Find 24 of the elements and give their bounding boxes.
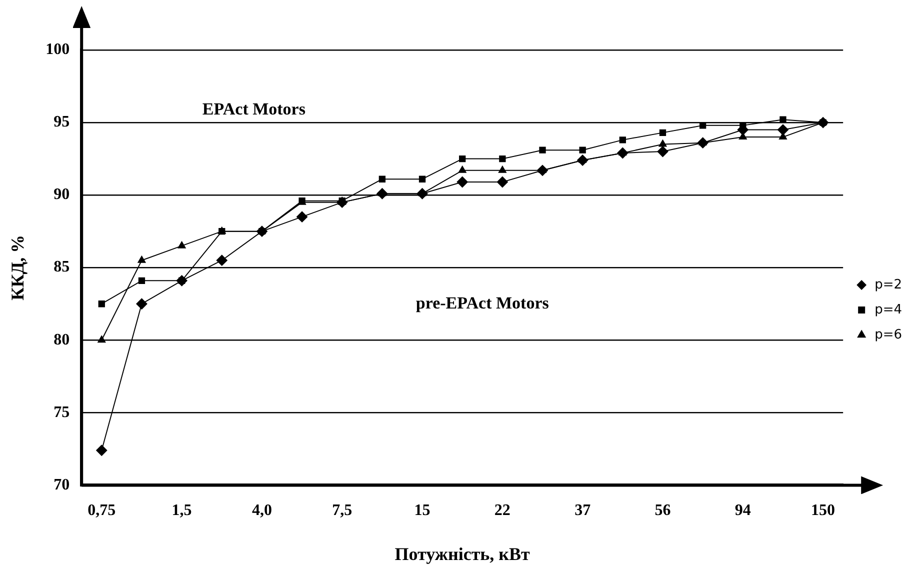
x-tick-label: 15: [414, 502, 430, 519]
x-tick-label: 4,0: [252, 502, 272, 519]
y-tick-label: 85: [54, 258, 70, 276]
x-tick-label: 22: [494, 502, 510, 519]
annotation: EPAct Motors: [202, 100, 306, 119]
legend-label: p=2: [874, 277, 902, 292]
y-tick-label: 75: [54, 404, 70, 421]
x-tick-label: 37: [574, 502, 591, 519]
y-tick-label: 95: [54, 114, 70, 131]
y-tick-label: 70: [54, 476, 70, 494]
legend-label: p=4: [874, 302, 902, 318]
x-tick-label: 0,75: [88, 502, 116, 519]
x-tick-label: 7,5: [332, 502, 352, 519]
y-axis-title: ККД, %: [7, 234, 28, 300]
x-tick-label: 56: [654, 502, 671, 519]
legend-label: p=6: [874, 327, 902, 342]
x-tick-label: 150: [811, 502, 836, 519]
annotation: pre-EPAct Motors: [416, 293, 550, 312]
y-tick-label: 90: [54, 186, 70, 204]
x-axis-title: Потужність, кВт: [394, 544, 530, 564]
y-tick-label: 100: [46, 41, 70, 58]
y-tick-label: 80: [54, 331, 70, 348]
x-tick-label: 1,5: [172, 502, 192, 519]
x-tick-label: 94: [734, 502, 751, 519]
